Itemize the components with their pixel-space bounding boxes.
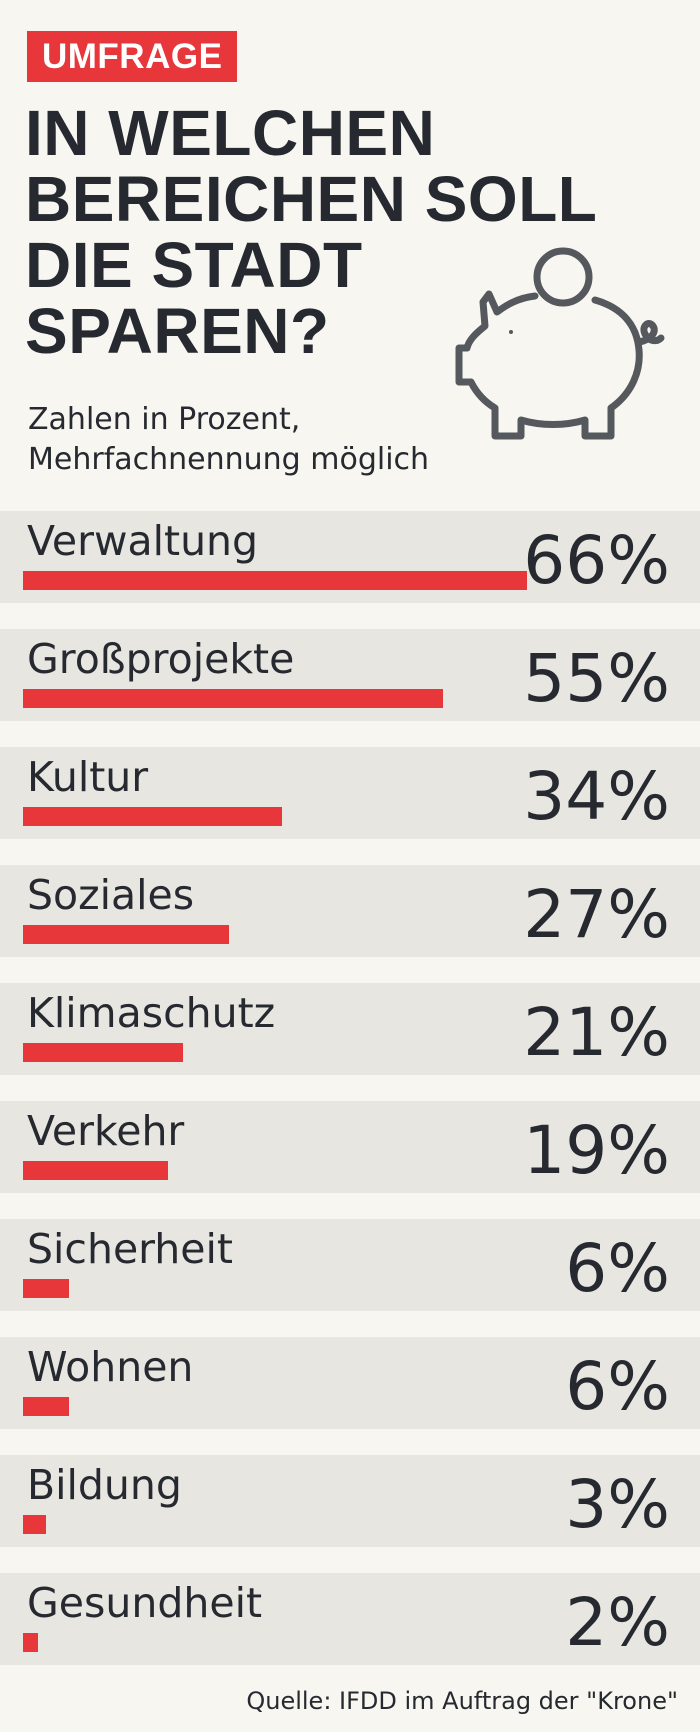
value-label: 3% [565,1466,670,1543]
bar [23,571,527,590]
category-label: Bildung [27,1461,182,1509]
value-label: 21% [523,994,670,1071]
category-label: Soziales [27,871,195,919]
category-label: Wohnen [27,1343,194,1391]
survey-tag: UMFRAGE [27,31,238,82]
category-label: Verkehr [27,1107,185,1155]
category-label: Verwaltung [27,517,259,565]
value-label: 6% [565,1230,670,1307]
chart-row: Bildung 3% [0,1455,700,1547]
chart-subtitle: Zahlen in Prozent, Mehrfachnennung mögli… [28,402,430,477]
bar [23,1161,168,1180]
chart-row: Verkehr 19% [0,1101,700,1193]
bar [23,1043,184,1062]
value-label: 6% [565,1348,670,1425]
chart-row: Großprojekte 55% [0,629,700,721]
bar [23,1633,39,1652]
value-label: 19% [523,1112,670,1189]
bar [23,925,229,944]
chart-row: Kultur 34% [0,747,700,839]
chart-row: Klimaschutz 21% [0,983,700,1075]
chart-row: Gesundheit 2% [0,1573,700,1665]
value-label: 55% [523,640,670,717]
bar [23,1397,69,1416]
value-label: 66% [523,522,670,599]
value-label: 27% [523,876,670,953]
chart-row: Verwaltung 66% [0,511,700,603]
category-label: Großprojekte [27,635,295,683]
chart-row: Sicherheit 6% [0,1219,700,1311]
bar [23,1279,69,1298]
page-title: IN WELCHEN BEREICHEN SOLL DIE STADT SPAR… [25,97,598,367]
category-label: Gesundheit [27,1579,263,1627]
bar [23,1515,46,1534]
source-note: Quelle: IFDD im Auftrag der "Krone" [246,1687,678,1715]
category-label: Kultur [27,753,149,801]
chart-row: Soziales 27% [0,865,700,957]
value-label: 2% [565,1584,670,1661]
category-label: Klimaschutz [27,989,276,1037]
value-label: 34% [523,758,670,835]
category-label: Sicherheit [27,1225,233,1273]
piggy-bank-icon [455,247,665,440]
bar [23,807,283,826]
bar [23,689,443,708]
chart-row: Wohnen 6% [0,1337,700,1429]
